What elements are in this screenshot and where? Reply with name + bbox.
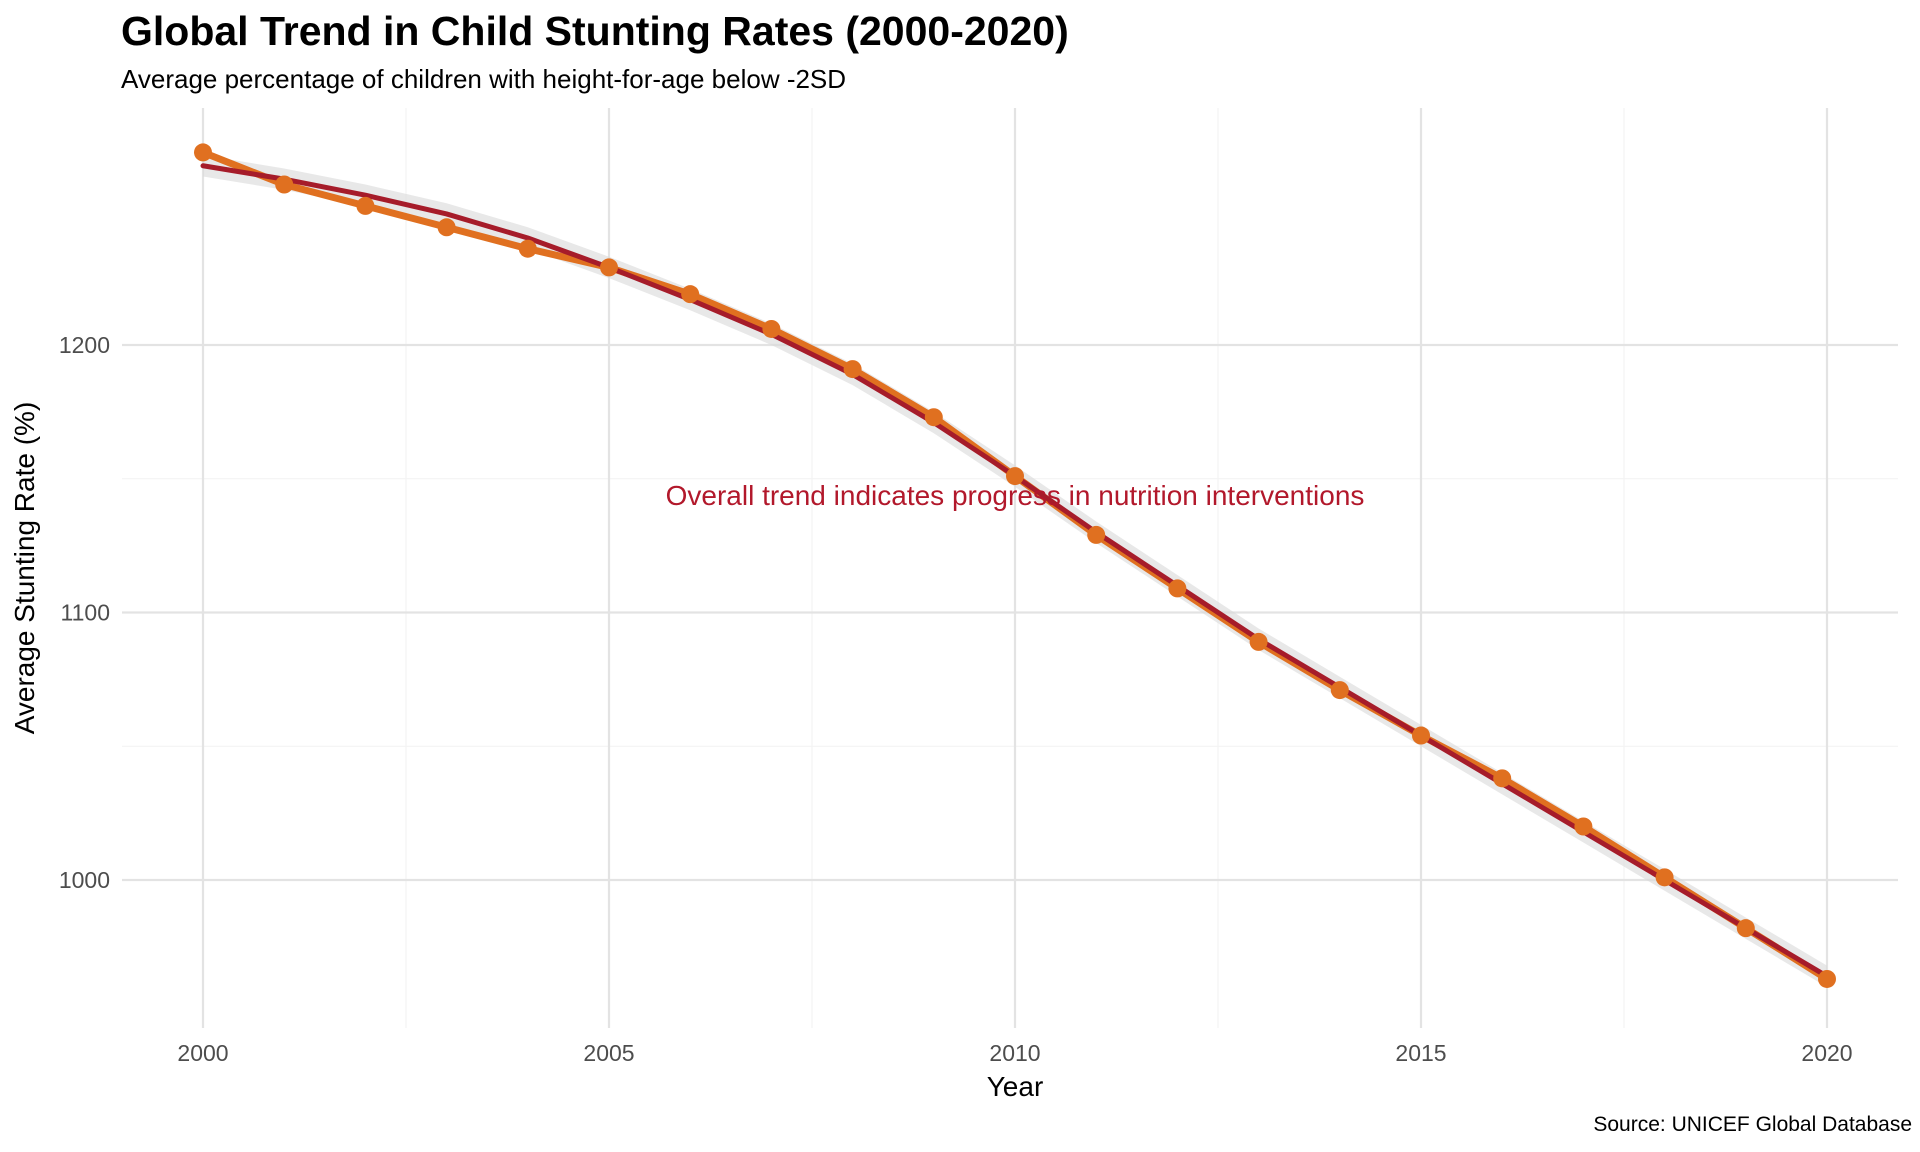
data-point [275, 175, 294, 194]
data-point [437, 218, 456, 237]
chart-caption: Source: UNICEF Global Database [1593, 1113, 1912, 1136]
y-axis-title: Average Stunting Rate (%) [9, 402, 40, 735]
x-tick-label: 2015 [1395, 1040, 1446, 1066]
data-point [1818, 969, 1836, 988]
annotation: Overall trend indicates progress in nutr… [666, 480, 1365, 511]
data-point [681, 285, 700, 304]
x-axis-title: Year [987, 1071, 1044, 1102]
data-point [762, 319, 781, 338]
data-point [1249, 632, 1268, 651]
data-point [1574, 817, 1593, 836]
data-point [356, 196, 375, 215]
chart-title: Global Trend in Child Stunting Rates (20… [121, 8, 1069, 54]
y-tick-label: 1100 [61, 600, 110, 626]
chart-subtitle: Average percentage of children with heig… [121, 64, 847, 94]
y-tick-label: 1000 [59, 867, 110, 893]
data-point [194, 143, 212, 162]
x-tick-label: 2020 [1801, 1040, 1852, 1066]
data-point [600, 258, 618, 277]
x-tick-label: 2010 [989, 1040, 1040, 1066]
x-tick-label: 2005 [583, 1040, 634, 1066]
data-point [1412, 726, 1430, 745]
data-point [1736, 919, 1755, 938]
x-tick-label: 2000 [177, 1040, 228, 1066]
data-point [1330, 681, 1349, 700]
data-point [1006, 467, 1024, 486]
data-point [518, 239, 537, 258]
y-tick-label: 1200 [59, 332, 110, 358]
data-point [1168, 579, 1187, 598]
data-point [924, 408, 943, 427]
data-point [1493, 769, 1512, 788]
data-point [843, 360, 862, 379]
data-point [1087, 525, 1106, 544]
data-point [1655, 868, 1674, 887]
